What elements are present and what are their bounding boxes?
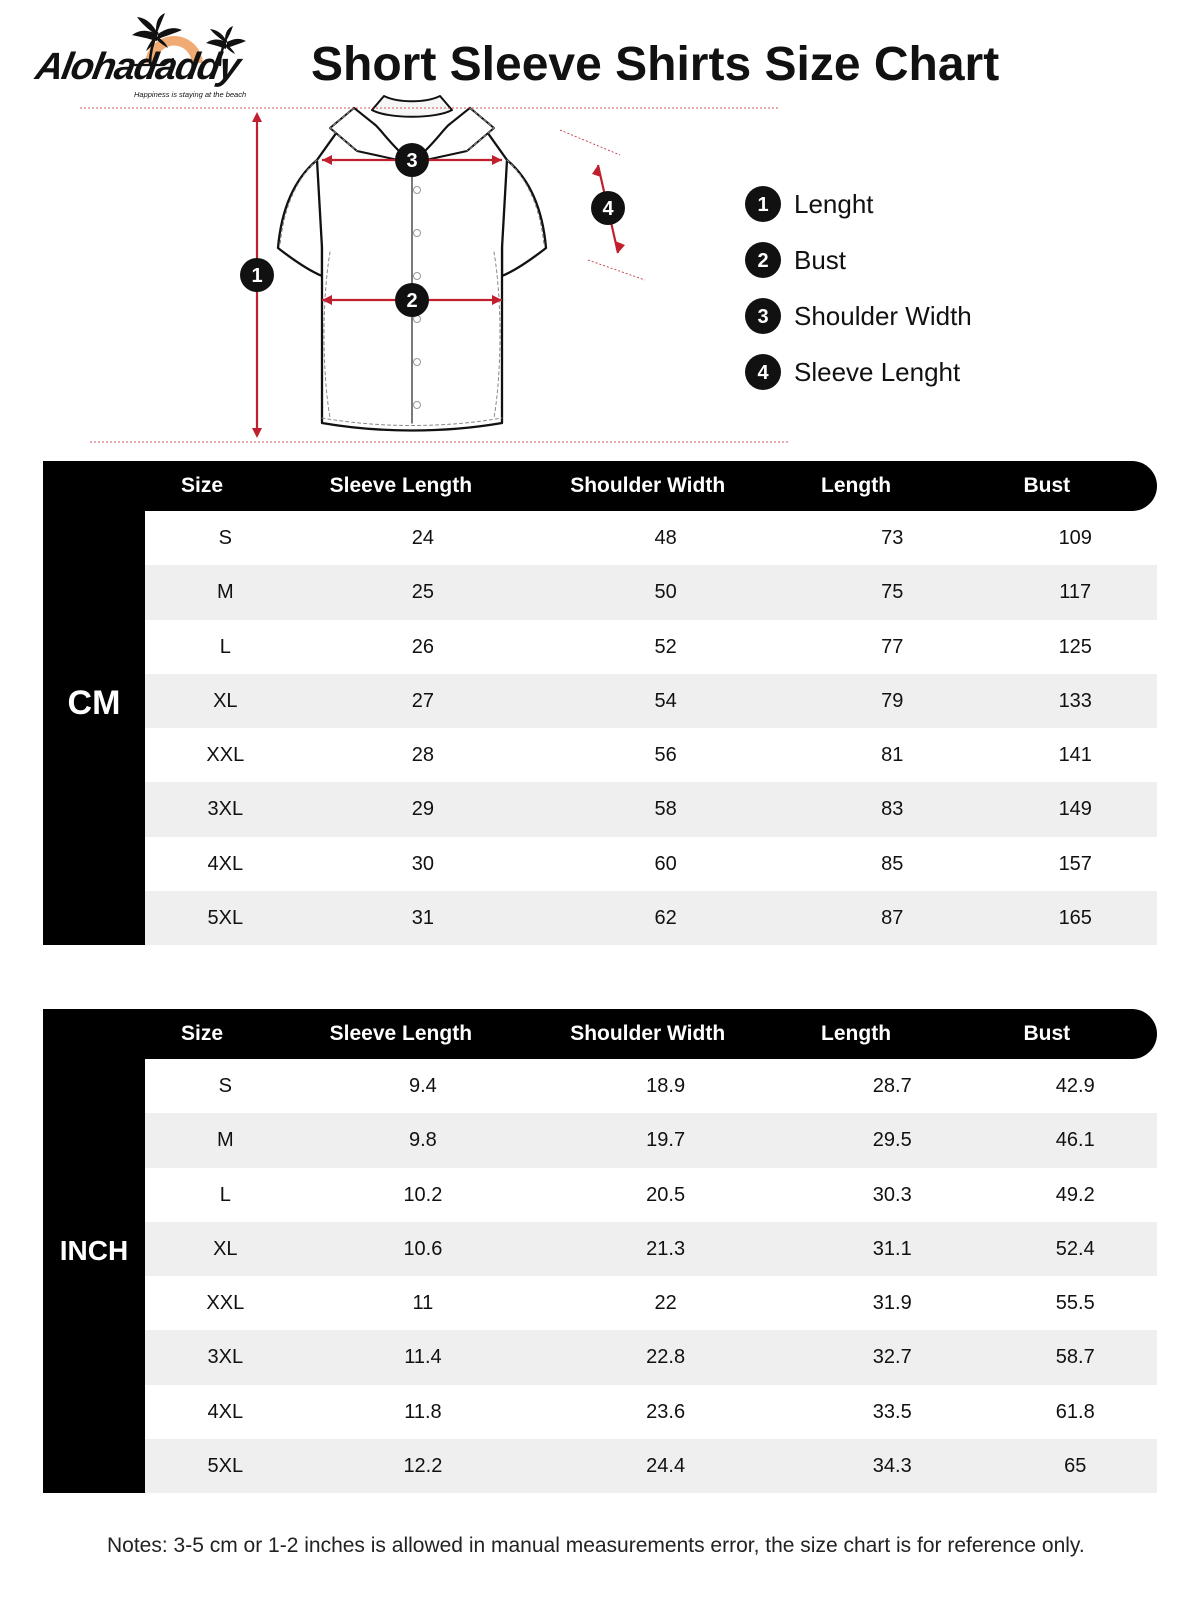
svg-text:2: 2 [406, 290, 417, 312]
svg-text:4: 4 [602, 198, 614, 220]
svg-text:1: 1 [757, 194, 768, 216]
svg-text:1: 1 [251, 265, 262, 287]
svg-text:2: 2 [757, 250, 768, 272]
svg-text:3: 3 [757, 306, 768, 328]
svg-text:3: 3 [406, 150, 417, 172]
svg-text:4: 4 [757, 362, 769, 384]
